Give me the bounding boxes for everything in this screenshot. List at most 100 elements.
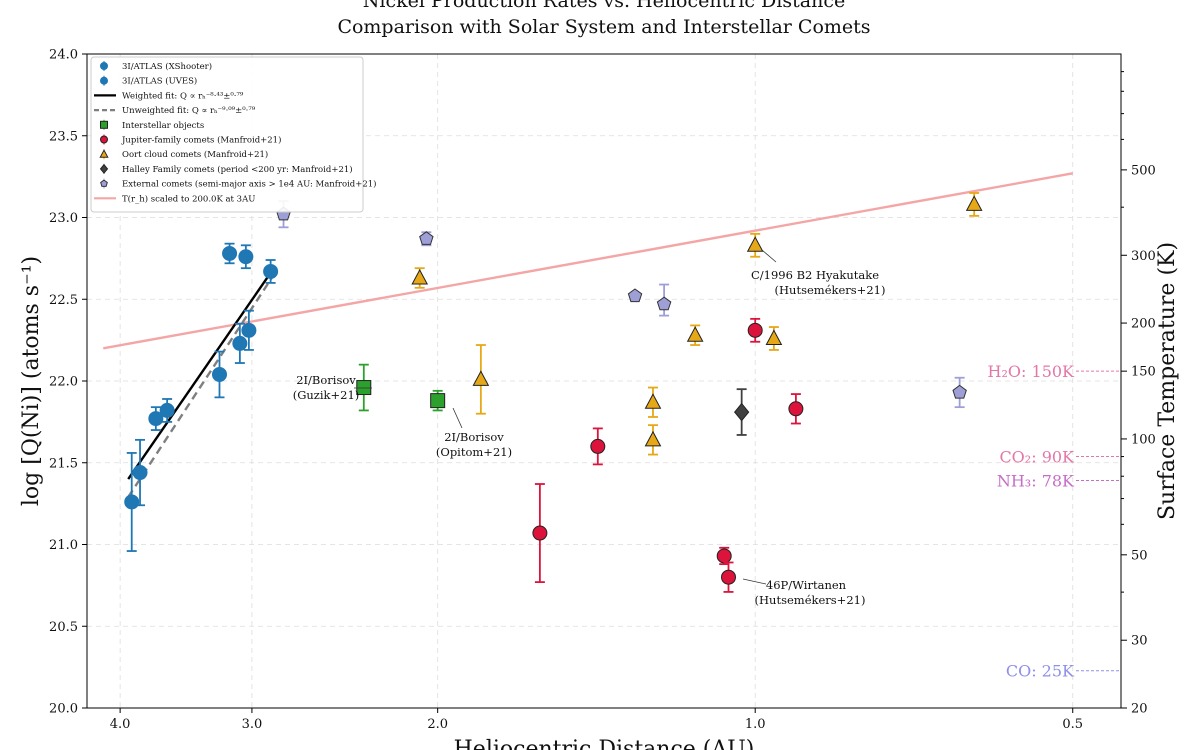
annotation-leader <box>761 249 777 263</box>
legend-marker <box>100 62 108 70</box>
annotation-borisov-opitom: 2I/Borisov <box>444 430 504 444</box>
weighted-fit-line <box>127 267 275 480</box>
x-tick-label: 1.0 <box>745 717 766 732</box>
x-tick-label: 0.5 <box>1062 717 1083 732</box>
legend-marker <box>100 179 108 187</box>
data-point <box>644 430 662 447</box>
legend-label: Unweighted fit: Q ∝ rₕ⁻⁹·⁰⁹±⁰·⁷⁹ <box>122 106 256 116</box>
legend-label: Oort cloud comets (Manfroid+21) <box>122 149 268 160</box>
data-point <box>263 263 279 279</box>
y2-tick-label: 50 <box>1131 548 1148 563</box>
threshold-label: CO: 25K <box>1006 662 1075 681</box>
data-point <box>232 335 248 351</box>
x-tick-label: 4.0 <box>110 717 131 732</box>
data-point <box>124 494 140 510</box>
data-point <box>656 296 672 311</box>
y-tick-label: 23.0 <box>49 211 78 226</box>
annotation-hyakutake: C/1996 B2 Hyakutake <box>751 268 879 282</box>
data-point <box>241 322 257 338</box>
data-point <box>644 393 662 409</box>
y-tick-label: 20.0 <box>49 702 78 717</box>
legend-label: Interstellar objects <box>122 121 204 131</box>
data-point <box>716 548 732 564</box>
legend-label: 3I/ATLAS (UVES) <box>122 76 197 87</box>
x-axis-label: Heliocentric Distance (AU) <box>454 737 755 750</box>
data-point <box>788 401 804 417</box>
legend-label: 3I/ATLAS (XShooter) <box>122 61 212 72</box>
y2-axis-label: Surface Temperature (K) <box>1155 242 1180 520</box>
data-point <box>532 525 548 541</box>
y2-tick-label: 30 <box>1131 634 1148 649</box>
data-point <box>430 393 446 409</box>
threshold-label: CO₂: 90K <box>999 448 1075 467</box>
temperature-thresholds: H₂O: 150K CO₂: 90K NH₃: 78K CO: 25K <box>988 362 1121 681</box>
y2-tick-label: 500 <box>1131 163 1156 178</box>
data-point <box>238 249 254 265</box>
threshold-label: NH₃: 78K <box>997 471 1075 490</box>
y-axis-label: log [Q(Ni)] (atoms s⁻¹) <box>19 256 44 506</box>
data-point <box>590 438 606 454</box>
temperature-curve <box>103 172 1073 350</box>
y2-tick-label: 20 <box>1131 702 1148 717</box>
series-oort-cloud-comets <box>411 192 983 456</box>
legend-label: Weighted fit: Q ∝ rₕ⁻⁸·⁴³±⁰·⁷⁹ <box>122 91 244 101</box>
y-tick-label: 21.0 <box>49 538 78 553</box>
legend-marker <box>100 120 108 129</box>
data-point <box>627 288 643 303</box>
threshold-label: H₂O: 150K <box>988 362 1076 381</box>
axis-ticks: 4.0 3.0 2.0 1.0 0.5 20.0 20.5 21.0 21.5 22.0 22.5 2… <box>49 48 1156 733</box>
data-point <box>747 322 763 338</box>
data-point <box>211 366 227 382</box>
annotation-borisov-guzik-ref: (Guzik+21) <box>293 388 360 402</box>
legend-label: External comets (semi-major axis > 1e4 A… <box>122 179 377 190</box>
legend: 3I/ATLAS (XShooter) 3I/ATLAS (UVES) Weight… <box>90 56 377 213</box>
legend-label: Jupiter-family comets (Manfroid+21) <box>121 135 281 146</box>
data-point <box>222 245 238 261</box>
data-point <box>721 569 737 585</box>
chart-title: Nickel Production Rates vs. Heliocentric… <box>363 0 845 12</box>
data-points <box>124 192 983 593</box>
annotation-leader <box>742 578 767 585</box>
y2-tick-label: 150 <box>1131 365 1156 380</box>
annotation-borisov-opitom-ref: (Opitom+21) <box>436 445 512 459</box>
x-tick-label: 2.0 <box>427 717 448 732</box>
data-point <box>419 231 434 245</box>
y-tick-label: 24.0 <box>49 48 78 63</box>
y-tick-label: 22.0 <box>49 375 78 390</box>
data-point <box>411 268 429 285</box>
series-external-comets <box>276 200 967 409</box>
annotation-wirtanen: 46P/Wirtanen <box>766 578 847 592</box>
series-jupiter-family-comets <box>532 317 804 593</box>
y-tick-label: 20.5 <box>49 620 78 635</box>
temperature-curve-group <box>103 172 1073 350</box>
y2-tick-label: 200 <box>1131 317 1156 332</box>
annotation-leader <box>452 407 463 429</box>
data-point <box>132 465 148 481</box>
chart-subtitle: Comparison with Solar System and Interst… <box>337 16 870 38</box>
annotation-wirtanen-ref: (Hutsemékers+21) <box>755 593 866 607</box>
data-point <box>356 380 372 396</box>
series-3i-atlas <box>124 242 279 552</box>
y-tick-label: 22.5 <box>49 293 78 308</box>
data-point <box>148 411 164 427</box>
data-point <box>965 195 983 211</box>
legend-marker <box>100 76 108 85</box>
annotations: 2I/Borisov (Guzik+21) 2I/Borisov (Opitom… <box>293 249 885 607</box>
annotation-borisov-guzik: 2I/Borisov <box>296 373 356 387</box>
y2-tick-label: 100 <box>1131 432 1156 447</box>
data-point <box>686 326 704 342</box>
x-tick-label: 3.0 <box>242 717 263 732</box>
legend-marker <box>100 135 108 144</box>
data-point <box>734 402 750 422</box>
series-interstellar-objects <box>356 363 446 412</box>
series-halley-family-comets <box>734 388 750 436</box>
legend-marker <box>99 149 109 158</box>
data-point <box>746 236 764 252</box>
data-point <box>159 402 175 418</box>
legend-marker <box>99 163 109 174</box>
y2-tick-label: 300 <box>1131 249 1156 264</box>
y-tick-label: 21.5 <box>49 456 78 471</box>
legend-label: T(r_h) scaled to 200.0K at 3AU <box>122 193 255 204</box>
data-point <box>472 370 490 386</box>
